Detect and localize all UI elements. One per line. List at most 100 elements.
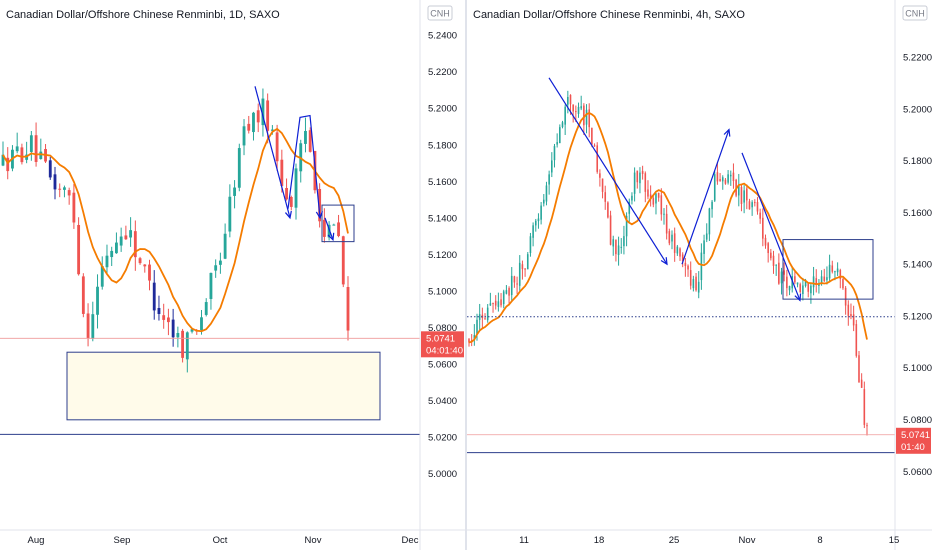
candle-body bbox=[572, 104, 574, 112]
candle-body bbox=[166, 317, 170, 323]
candle-body bbox=[96, 286, 99, 315]
candle-body bbox=[681, 254, 684, 262]
candle-body bbox=[687, 265, 689, 270]
moving-average-line bbox=[2, 127, 349, 333]
candle-body bbox=[553, 146, 556, 161]
candle-body bbox=[86, 313, 90, 339]
candle-body bbox=[839, 270, 842, 280]
four-hour-chart-panel[interactable]: 5.2200 5.2000 5.1800 5.1600 5.1400 5.1200 5.10… bbox=[467, 0, 932, 550]
candle-body bbox=[663, 213, 665, 215]
candle-body bbox=[740, 186, 743, 204]
candle-body bbox=[176, 333, 180, 338]
candle-body bbox=[732, 172, 735, 181]
candle-body bbox=[628, 201, 631, 214]
candle-body bbox=[337, 222, 340, 237]
candle-body bbox=[494, 300, 497, 306]
candle-body bbox=[721, 177, 724, 182]
candle-body bbox=[489, 303, 492, 306]
candle-body bbox=[157, 308, 161, 314]
candle-body bbox=[1, 154, 5, 166]
price-axis[interactable] bbox=[420, 0, 465, 550]
price-tick-label: 5.1400 bbox=[428, 213, 457, 224]
arrow-head bbox=[794, 293, 802, 302]
candle-body bbox=[468, 339, 470, 343]
candle-body bbox=[649, 194, 652, 199]
consolidation-box[interactable] bbox=[321, 204, 355, 243]
last-price-badge[interactable] bbox=[421, 331, 464, 358]
candle-body bbox=[492, 302, 494, 304]
candle-body bbox=[247, 123, 251, 131]
candle-body bbox=[703, 240, 705, 254]
candle-body bbox=[727, 174, 729, 183]
candle-body bbox=[810, 285, 812, 294]
candle-body bbox=[799, 284, 802, 293]
four-hour-chart[interactable]: 5.2200 5.2000 5.1800 5.1600 5.1400 5.1200 5.10… bbox=[467, 0, 932, 550]
candle-body bbox=[214, 265, 218, 271]
candle-body bbox=[270, 129, 274, 131]
arrow-head bbox=[327, 232, 335, 242]
candle-body bbox=[657, 192, 660, 198]
price-tick-label: 5.2000 bbox=[903, 104, 932, 115]
candle-body bbox=[748, 201, 751, 210]
candle-body bbox=[711, 201, 713, 210]
trend-arrow-line[interactable] bbox=[287, 114, 321, 218]
candle-body bbox=[502, 291, 505, 305]
last-price-value: 5.0741 bbox=[426, 333, 455, 344]
candle-body bbox=[289, 196, 293, 207]
currency-label-box[interactable] bbox=[427, 5, 453, 21]
candle-body bbox=[783, 270, 785, 275]
price-tick-label: 5.0600 bbox=[903, 467, 932, 478]
candle-body bbox=[863, 389, 866, 425]
currency-label-box[interactable] bbox=[902, 5, 928, 21]
last-price-badge[interactable] bbox=[896, 427, 931, 454]
price-tick-label: 5.0200 bbox=[428, 433, 457, 444]
trend-arrow-line[interactable] bbox=[741, 152, 801, 301]
candle-body bbox=[850, 314, 852, 317]
time-tick-label: Nov bbox=[305, 535, 322, 546]
candle-body bbox=[631, 195, 633, 201]
time-tick-label: Sep bbox=[114, 535, 131, 546]
candle-body bbox=[796, 282, 799, 285]
candle-body bbox=[67, 190, 71, 196]
time-tick-label: Nov bbox=[739, 535, 756, 546]
candle-body bbox=[564, 106, 566, 125]
arrow-head bbox=[284, 210, 292, 220]
trend-arrow-line[interactable] bbox=[681, 129, 730, 265]
chart-title: Canadian Dollar/Offshore Chinese Renminb… bbox=[6, 9, 280, 21]
panel-divider[interactable] bbox=[465, 0, 467, 550]
candle-body bbox=[772, 255, 775, 266]
price-tick-label: 5.0800 bbox=[903, 415, 932, 426]
time-tick-label: 18 bbox=[594, 535, 605, 546]
support-zone-box[interactable] bbox=[66, 351, 381, 421]
price-tick-label: 5.1000 bbox=[903, 363, 932, 374]
price-tick-label: 5.2000 bbox=[428, 104, 457, 115]
candle-body bbox=[332, 224, 336, 226]
candle-body bbox=[181, 330, 185, 358]
daily-chart[interactable]: 5.2400 5.2200 5.2000 5.1800 5.1600 5.1400 5.12… bbox=[0, 0, 465, 550]
candle-body bbox=[828, 264, 831, 279]
candle-body bbox=[524, 268, 526, 270]
candle-body bbox=[692, 279, 695, 289]
candle-body bbox=[233, 187, 236, 196]
price-axis[interactable] bbox=[895, 0, 932, 550]
arrow-head bbox=[723, 128, 731, 137]
candle-body bbox=[341, 236, 345, 285]
candle-body bbox=[223, 233, 227, 259]
trend-arrow-line[interactable] bbox=[324, 217, 334, 241]
candle-body bbox=[476, 319, 478, 335]
candle-body bbox=[751, 202, 753, 208]
candle-body bbox=[556, 142, 558, 145]
daily-chart-panel[interactable]: 5.2400 5.2200 5.2000 5.1800 5.1600 5.1400 5.12… bbox=[0, 0, 465, 550]
consolidation-box[interactable] bbox=[782, 239, 874, 300]
candle-body bbox=[143, 264, 147, 267]
candle-body bbox=[697, 281, 700, 293]
price-tick-label: 5.1800 bbox=[428, 140, 457, 151]
trend-arrow-line[interactable] bbox=[548, 77, 668, 265]
candle-body bbox=[820, 276, 823, 284]
candle-body bbox=[660, 195, 663, 215]
candle-body bbox=[162, 315, 166, 320]
candle-body bbox=[508, 288, 510, 296]
candle-body bbox=[15, 146, 19, 152]
trend-arrow-line[interactable] bbox=[254, 86, 291, 219]
candle-body bbox=[636, 170, 639, 183]
